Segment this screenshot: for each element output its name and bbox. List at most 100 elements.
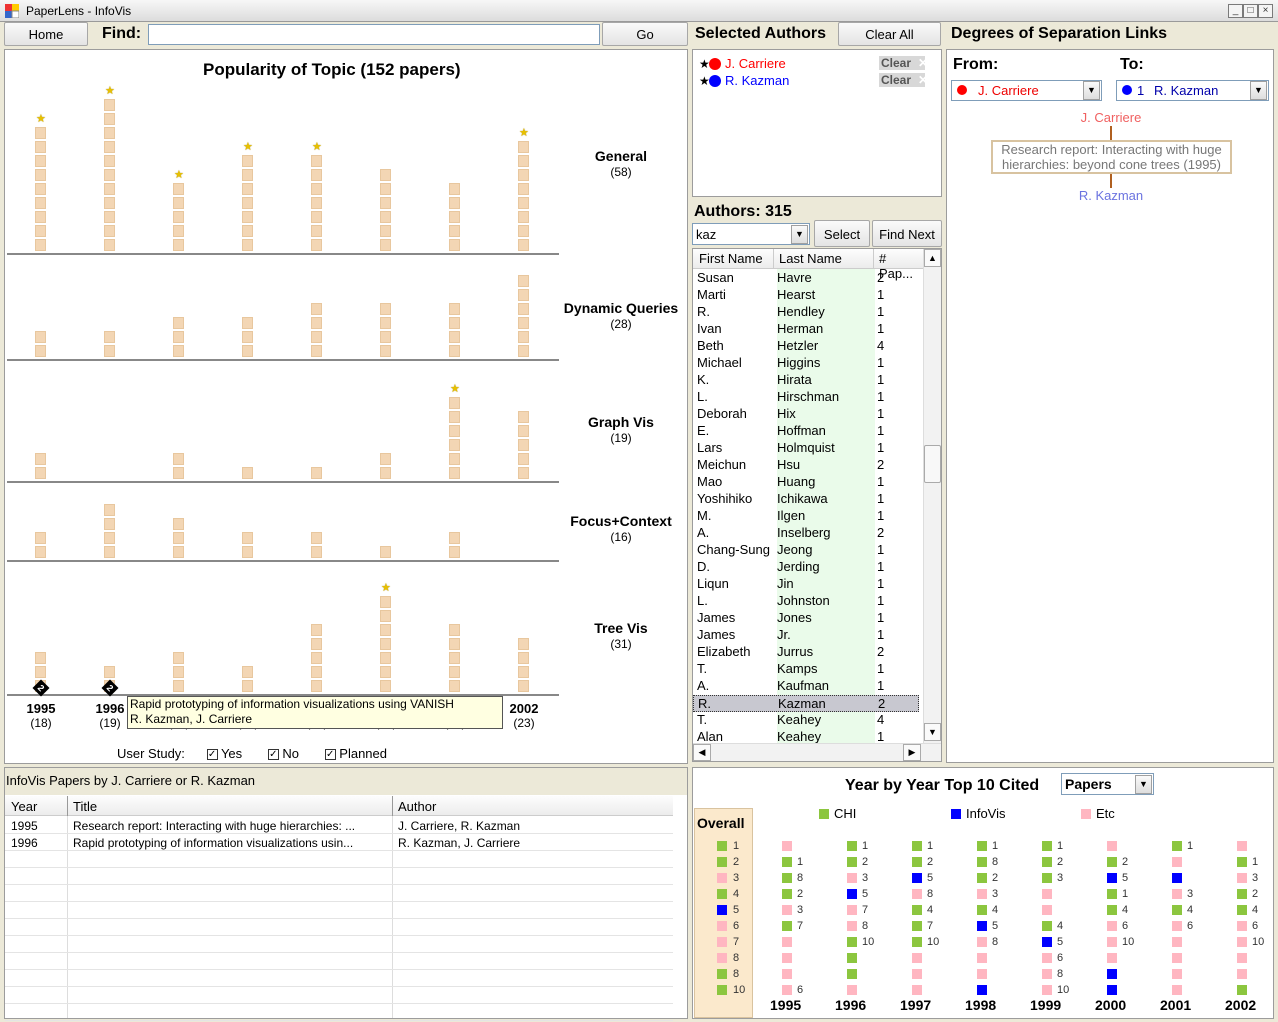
paper-block[interactable] <box>173 546 184 558</box>
paper-block[interactable] <box>449 532 460 544</box>
scroll-down-icon[interactable]: ▼ <box>924 723 941 741</box>
paper-block[interactable] <box>380 211 391 223</box>
paper-block[interactable] <box>242 467 253 479</box>
clear-author-button[interactable]: Clear <box>879 56 926 70</box>
cited-paper-square[interactable] <box>717 905 727 915</box>
cited-paper-square[interactable] <box>912 985 922 995</box>
author-row[interactable]: Alan Keahey 1 <box>693 729 919 744</box>
cited-paper-square[interactable] <box>1172 873 1182 883</box>
cited-paper-square[interactable] <box>912 857 922 867</box>
paper-block[interactable] <box>173 317 184 329</box>
cited-paper-square[interactable] <box>717 985 727 995</box>
paper-block[interactable] <box>518 345 529 357</box>
author-row[interactable]: L. Johnston 1 <box>693 593 919 610</box>
cited-paper-square[interactable] <box>782 953 792 963</box>
paper-block[interactable] <box>35 197 46 209</box>
paper-block[interactable] <box>104 331 115 343</box>
cited-paper-square[interactable] <box>1042 889 1052 899</box>
home-button[interactable]: Home <box>4 22 88 46</box>
paper-block[interactable] <box>380 453 391 465</box>
paper-block[interactable] <box>449 453 460 465</box>
paper-block[interactable] <box>518 467 529 479</box>
paper-block[interactable] <box>35 345 46 357</box>
cited-paper-square[interactable] <box>1172 889 1182 899</box>
year-label[interactable]: 1996 (19) <box>90 701 130 730</box>
paper-block[interactable] <box>380 183 391 195</box>
author-row[interactable]: L. Hirschman 1 <box>693 389 919 406</box>
cited-paper-square[interactable] <box>1237 937 1247 947</box>
cited-paper-square[interactable] <box>1172 921 1182 931</box>
paper-block[interactable] <box>104 141 115 153</box>
authors-vertical-scrollbar[interactable]: ▲ ▼ <box>923 249 941 743</box>
cited-paper-square[interactable] <box>847 921 857 931</box>
paper-block[interactable] <box>35 127 46 139</box>
author-row[interactable]: T. Keahey 4 <box>693 712 919 729</box>
cited-paper-square[interactable] <box>1237 889 1247 899</box>
author-row[interactable]: James Jones 1 <box>693 610 919 627</box>
paper-block[interactable] <box>518 680 529 692</box>
paper-block[interactable] <box>173 239 184 251</box>
cited-paper-square[interactable] <box>782 873 792 883</box>
cited-paper-square[interactable] <box>977 921 987 931</box>
topic-label[interactable]: General <box>594 148 648 164</box>
paper-block[interactable] <box>311 345 322 357</box>
close-icon[interactable]: × <box>1258 4 1273 18</box>
paper-block[interactable] <box>173 453 184 465</box>
cited-paper-square[interactable] <box>1107 905 1117 915</box>
paper-block[interactable] <box>518 155 529 167</box>
author-row[interactable]: Liqun Jin 1 <box>693 576 919 593</box>
cited-paper-square[interactable] <box>912 953 922 963</box>
paper-block[interactable] <box>104 225 115 237</box>
cited-paper-square[interactable] <box>1237 841 1247 851</box>
paper-block[interactable] <box>104 197 115 209</box>
author-row[interactable]: R. Kazman 2 <box>693 695 919 712</box>
paper-block[interactable] <box>449 303 460 315</box>
cited-paper-square[interactable] <box>912 905 922 915</box>
scroll-right-icon[interactable]: ▶ <box>903 744 921 761</box>
paper-row[interactable]: 1996 Rapid prototyping of information vis… <box>5 834 687 851</box>
paper-block[interactable] <box>311 197 322 209</box>
cited-paper-square[interactable] <box>1107 969 1117 979</box>
paper-block[interactable] <box>518 275 529 287</box>
cited-paper-square[interactable] <box>782 857 792 867</box>
paper-block[interactable] <box>173 211 184 223</box>
paper-block[interactable] <box>380 317 391 329</box>
paper-block[interactable] <box>35 183 46 195</box>
paper-block[interactable] <box>518 169 529 181</box>
paper-block[interactable] <box>518 225 529 237</box>
paper-block[interactable] <box>380 666 391 678</box>
paper-block[interactable] <box>449 239 460 251</box>
cited-paper-square[interactable] <box>1107 921 1117 931</box>
paper-block[interactable] <box>449 467 460 479</box>
yes-checkbox[interactable]: ✓ <box>206 749 218 761</box>
cited-paper-square[interactable] <box>847 873 857 883</box>
paper-block[interactable] <box>242 239 253 251</box>
cited-paper-square[interactable] <box>1237 985 1247 995</box>
paper-block[interactable] <box>518 239 529 251</box>
paper-block[interactable] <box>173 345 184 357</box>
paper-block[interactable] <box>518 331 529 343</box>
link-node-from[interactable]: J. Carriere <box>1080 110 1142 125</box>
cited-paper-square[interactable] <box>1107 841 1117 851</box>
paper-block[interactable] <box>242 155 253 167</box>
paper-block[interactable] <box>311 169 322 181</box>
paper-block[interactable] <box>380 169 391 181</box>
find-input[interactable] <box>148 24 600 45</box>
cited-paper-square[interactable] <box>977 841 987 851</box>
author-row[interactable]: James Jr. 1 <box>693 627 919 644</box>
paper-block[interactable] <box>35 169 46 181</box>
cited-paper-square[interactable] <box>1042 873 1052 883</box>
cited-paper-square[interactable] <box>977 889 987 899</box>
paper-block[interactable] <box>380 596 391 608</box>
cited-paper-square[interactable] <box>847 937 857 947</box>
paper-block[interactable] <box>518 439 529 451</box>
paper-block[interactable] <box>449 425 460 437</box>
cited-paper-square[interactable] <box>912 841 922 851</box>
paper-block[interactable] <box>242 169 253 181</box>
paper-block[interactable] <box>311 225 322 237</box>
col-paper-count[interactable]: # Pap... <box>879 251 913 281</box>
paper-block[interactable] <box>518 303 529 315</box>
paper-block[interactable] <box>173 532 184 544</box>
cited-paper-square[interactable] <box>1172 937 1182 947</box>
cited-paper-square[interactable] <box>782 985 792 995</box>
